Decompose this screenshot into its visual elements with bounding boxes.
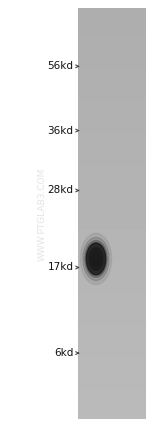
Ellipse shape bbox=[83, 237, 109, 281]
Text: 56kd: 56kd bbox=[48, 61, 74, 71]
Ellipse shape bbox=[80, 233, 112, 285]
Text: 36kd: 36kd bbox=[48, 125, 74, 136]
Text: WWW.PTGLAB3.COM: WWW.PTGLAB3.COM bbox=[38, 167, 46, 261]
Ellipse shape bbox=[89, 248, 103, 270]
Ellipse shape bbox=[92, 253, 100, 265]
Text: 6kd: 6kd bbox=[54, 348, 74, 358]
Ellipse shape bbox=[86, 243, 106, 275]
Ellipse shape bbox=[85, 241, 107, 277]
Text: 17kd: 17kd bbox=[48, 262, 74, 273]
Text: 28kd: 28kd bbox=[48, 185, 74, 196]
